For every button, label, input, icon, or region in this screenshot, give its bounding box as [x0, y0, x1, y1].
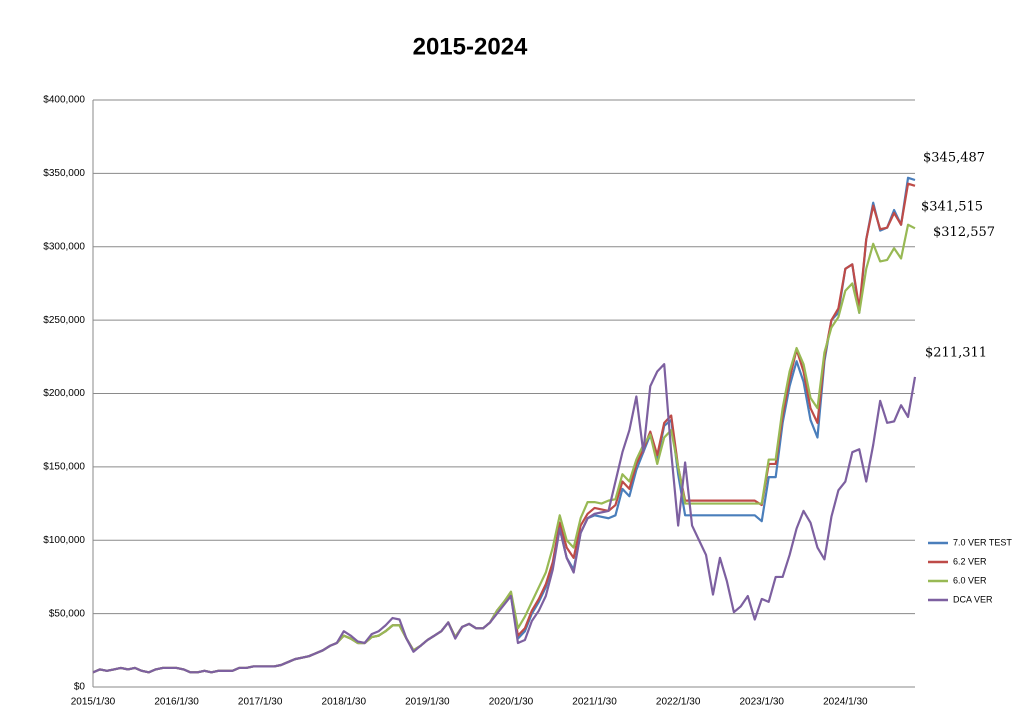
y-tick-label: $50,000 — [49, 608, 86, 619]
x-tick-label: 2020/1/30 — [489, 697, 534, 708]
x-tick-label: 2023/1/30 — [739, 697, 784, 708]
y-tick-label: $150,000 — [43, 462, 85, 473]
x-tick-label: 2016/1/30 — [154, 697, 199, 708]
x-tick-label: 2017/1/30 — [238, 697, 283, 708]
y-tick-label: $350,000 — [43, 168, 85, 179]
end-value-label: $211,311 — [925, 345, 987, 360]
end-value-label: $312,557 — [933, 225, 995, 240]
legend-label: 7.0 VER TEST — [953, 537, 1012, 547]
y-tick-label: $0 — [74, 682, 86, 693]
legend-label: 6.0 VER — [953, 575, 987, 585]
y-tick-label: $250,000 — [43, 315, 85, 326]
chart-title: 2015-2024 — [413, 33, 528, 60]
end-value-label: $345,487 — [923, 150, 985, 165]
y-tick-label: $200,000 — [43, 388, 85, 399]
legend-label: 6.2 VER — [953, 556, 987, 566]
x-tick-label: 2019/1/30 — [405, 697, 450, 708]
legend-label: DCA VER — [953, 594, 993, 604]
y-tick-label: $100,000 — [43, 535, 85, 546]
x-tick-label: 2018/1/30 — [322, 697, 367, 708]
x-tick-label: 2015/1/30 — [71, 697, 116, 708]
x-tick-label: 2022/1/30 — [656, 697, 701, 708]
end-value-label: $341,515 — [921, 199, 983, 214]
y-tick-label: $300,000 — [43, 241, 85, 252]
x-tick-label: 2024/1/30 — [823, 697, 868, 708]
x-tick-label: 2021/1/30 — [572, 697, 617, 708]
series-line — [92, 363, 917, 674]
y-tick-label: $400,000 — [43, 95, 85, 106]
